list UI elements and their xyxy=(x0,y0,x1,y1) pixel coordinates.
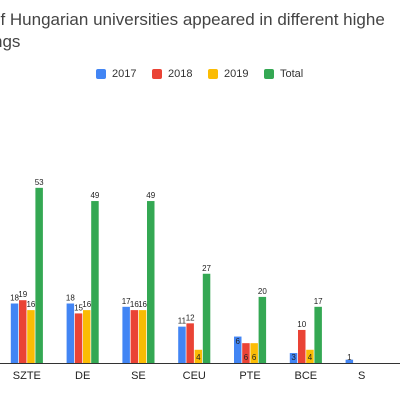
data-label-se-2019: 16 xyxy=(138,300,147,309)
bar-de-2018 xyxy=(74,313,83,363)
data-label-szte-2017: 18 xyxy=(10,294,19,303)
bar-bce-total xyxy=(314,306,322,363)
chart-title-line-1: of Hungarian universities appeared in di… xyxy=(0,10,385,29)
bar-szte-2018 xyxy=(19,300,27,363)
bar-se-total xyxy=(147,201,155,363)
legend-label-total: Total xyxy=(280,68,304,80)
bar-ceu-2019 xyxy=(194,349,203,363)
bar-bce-2017 xyxy=(289,353,298,363)
data-label-szte-2018: 19 xyxy=(18,290,27,299)
bar-pte-2017 xyxy=(234,336,242,363)
bar-de-total xyxy=(91,201,99,363)
legend-item-2017: 2017 xyxy=(96,67,136,81)
data-label-pte-2019: 6 xyxy=(252,353,257,362)
bar-pte-2019 xyxy=(250,343,258,363)
data-labels: 2315591819165318151649171616491112427662… xyxy=(10,178,352,362)
legend-swatch-2019 xyxy=(208,69,218,79)
legend-label-2019: 2019 xyxy=(224,68,249,80)
legend-label-2017: 2017 xyxy=(112,68,137,80)
bar-szte-total xyxy=(35,187,43,363)
data-label-bce-2019: 4 xyxy=(308,353,313,362)
legend-swatch-2017 xyxy=(96,69,106,79)
bar-ceu-2018 xyxy=(186,323,194,363)
x-tick-label-bce: BCE xyxy=(295,370,318,382)
data-label-pte-2017-extra: 6 xyxy=(236,337,241,346)
data-label-bce-2017: 3 xyxy=(291,353,296,362)
data-label-ceu-total: 27 xyxy=(202,264,211,273)
data-label-pte-2018: 6 xyxy=(244,353,249,362)
x-tick-label-se: SE xyxy=(131,370,146,382)
legend-item-2019: 2019 xyxy=(208,67,248,81)
x-tick-label-pte: PTE xyxy=(239,370,260,382)
bar-s-2017 xyxy=(345,359,354,363)
data-label-szte-2019: 16 xyxy=(26,300,35,309)
data-label-ceu-2019: 4 xyxy=(196,353,201,362)
legend-swatch-2018 xyxy=(152,69,162,79)
legend-label-2018: 2018 xyxy=(168,68,193,80)
data-label-se-total: 49 xyxy=(146,191,155,200)
bars xyxy=(10,187,354,363)
x-tick-label-ceu: CEU xyxy=(183,370,206,382)
data-label-ceu-2017: 11 xyxy=(178,317,187,326)
bar-se-2017 xyxy=(122,306,130,363)
data-label-bce-2018: 10 xyxy=(297,320,306,329)
x-tick-labels: BMESZTEDESECEUPTEBCES xyxy=(13,370,366,382)
data-label-se-2018: 16 xyxy=(130,300,139,309)
data-label-de-2019: 16 xyxy=(82,300,91,309)
data-label-bce-total: 17 xyxy=(314,297,323,306)
x-tick-label-szte: SZTE xyxy=(13,370,41,382)
bar-de-2019 xyxy=(83,310,91,363)
bar-ceu-total xyxy=(202,273,211,363)
legend-item-2018: 2018 xyxy=(152,67,192,81)
chart-title-line-2: ngs xyxy=(0,32,21,51)
data-label-de-2018: 15 xyxy=(74,303,83,312)
data-label-ceu-2018: 12 xyxy=(186,313,195,322)
bar-bce-2019 xyxy=(306,349,314,363)
x-tick-label-s: S xyxy=(358,370,365,382)
data-label-de-total: 49 xyxy=(90,191,99,200)
bar-szte-2017 xyxy=(10,303,19,363)
bar-szte-2019 xyxy=(27,310,35,363)
chart-title: of Hungarian universities appeared in di… xyxy=(0,9,400,53)
bar-se-2018 xyxy=(130,310,139,363)
bar-se-2019 xyxy=(138,310,147,363)
data-label-se-2017: 17 xyxy=(122,297,131,306)
x-tick-label-de: DE xyxy=(75,370,90,382)
data-label-de-2017: 18 xyxy=(66,294,75,303)
bar-de-2017 xyxy=(66,303,75,363)
legend-item-total: Total xyxy=(264,67,303,81)
bar-ceu-2017 xyxy=(178,326,186,363)
bar-bce-2018 xyxy=(298,329,306,363)
chart-legend: 2017 2018 2019 Total xyxy=(0,67,400,81)
legend-swatch-total xyxy=(264,69,274,79)
data-label-pte-total: 20 xyxy=(258,287,267,296)
data-label-s-2017: 1 xyxy=(347,353,352,362)
bar-pte-2018 xyxy=(242,343,250,363)
data-label-szte-total: 53 xyxy=(35,178,44,187)
bar-pte-total xyxy=(258,296,267,363)
